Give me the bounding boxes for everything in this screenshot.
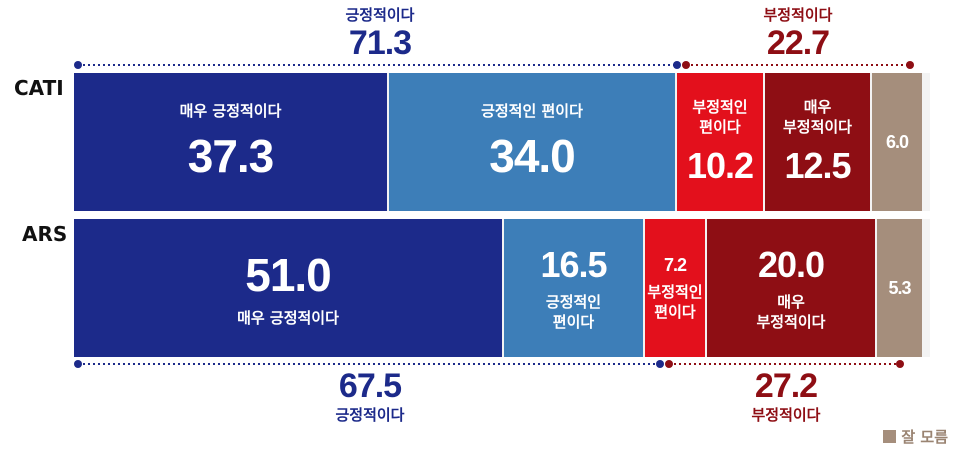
ars-positive-total-value: 67.5 <box>338 367 402 405</box>
ars-segment-1: 51.0 매우 긍정적이다 <box>74 219 502 357</box>
cati-positive-total-value: 71.3 <box>348 24 412 62</box>
ars-positive-total-label: 긍정적이다 <box>335 406 405 424</box>
ars-negative-total-label: 부정적이다 <box>751 406 821 424</box>
cati-segment-4: 매우 부정적이다 12.5 <box>765 73 870 211</box>
ars-segment-5-value: 5.3 <box>888 277 911 298</box>
ars-positive-total: 67.5 긍정적이다 <box>290 368 450 425</box>
cati-segment-2: 긍정적인 편이다 34.0 <box>389 73 675 211</box>
ars-segment-4: 20.0 매우 부정적이다 <box>707 219 875 357</box>
ars-segment-5: 5.3 <box>877 219 922 357</box>
ars-segment-1-label: 매우 긍정적이다 <box>237 309 339 327</box>
cati-negative-total-label: 부정적이다 <box>763 6 833 24</box>
row-label-cati: CATI <box>14 76 64 100</box>
cati-positive-total-label: 긍정적이다 <box>345 6 415 24</box>
legend-swatch-dont-know <box>883 430 897 443</box>
ars-bar: 51.0 매우 긍정적이다 16.5 긍정적인 편이다 7.2 부정적인 편이다 20.0 매… <box>74 219 930 357</box>
cati-segment-5-value: 6.0 <box>885 131 909 152</box>
ars-segment-2-label: 긍정적인 편이다 <box>545 293 602 331</box>
cati-segment-2-label: 긍정적인 편이다 <box>481 102 583 120</box>
ars-negative-total: 27.2 부정적이다 <box>706 368 866 425</box>
ars-negative-total-value: 27.2 <box>754 367 818 405</box>
cati-positive-bracket <box>74 61 681 69</box>
cati-segment-1-value: 37.3 <box>187 130 275 182</box>
cati-segment-4-value: 12.5 <box>784 145 851 186</box>
cati-positive-total: 긍정적이다 71.3 <box>300 4 460 61</box>
cati-segment-5: 6.0 <box>872 73 922 211</box>
cati-segment-3-label: 부정적인 편이다 <box>692 98 748 136</box>
ars-segment-4-value: 20.0 <box>757 244 825 285</box>
cati-negative-bracket <box>682 61 914 69</box>
cati-segment-4-label: 매우 부정적이다 <box>782 98 852 136</box>
cati-segment-2-value: 34.0 <box>489 130 576 182</box>
cati-segment-1-label: 매우 긍정적이다 <box>179 102 282 120</box>
cati-segment-3: 부정적인 편이다 10.2 <box>677 73 763 211</box>
legend-label-dont-know: 잘 모름 <box>901 428 948 446</box>
legend: 잘 모름 <box>883 426 948 447</box>
ars-segment-3: 7.2 부정적인 편이다 <box>645 219 705 357</box>
ars-segment-2-value: 16.5 <box>540 244 607 285</box>
cati-negative-total: 부정적이다 22.7 <box>718 4 878 61</box>
ars-segment-3-label: 부정적인 편이다 <box>647 282 703 321</box>
cati-segment-1: 매우 긍정적이다 37.3 <box>74 73 387 211</box>
cati-negative-total-value: 22.7 <box>766 24 830 62</box>
ars-segment-1-value: 51.0 <box>245 249 332 301</box>
cati-bar: 매우 긍정적이다 37.3 긍정적인 편이다 34.0 부정적인 편이다 10.2 매우 부… <box>74 73 930 211</box>
ars-segment-2: 16.5 긍정적인 편이다 <box>504 219 643 357</box>
cati-segment-3-value: 10.2 <box>686 145 754 186</box>
ars-segment-4-label: 매우 부정적이다 <box>756 293 826 331</box>
ars-positive-bracket <box>74 360 664 368</box>
ars-negative-bracket <box>665 360 904 368</box>
row-label-ars: ARS <box>22 222 68 246</box>
ars-segment-3-value: 7.2 <box>663 254 687 275</box>
